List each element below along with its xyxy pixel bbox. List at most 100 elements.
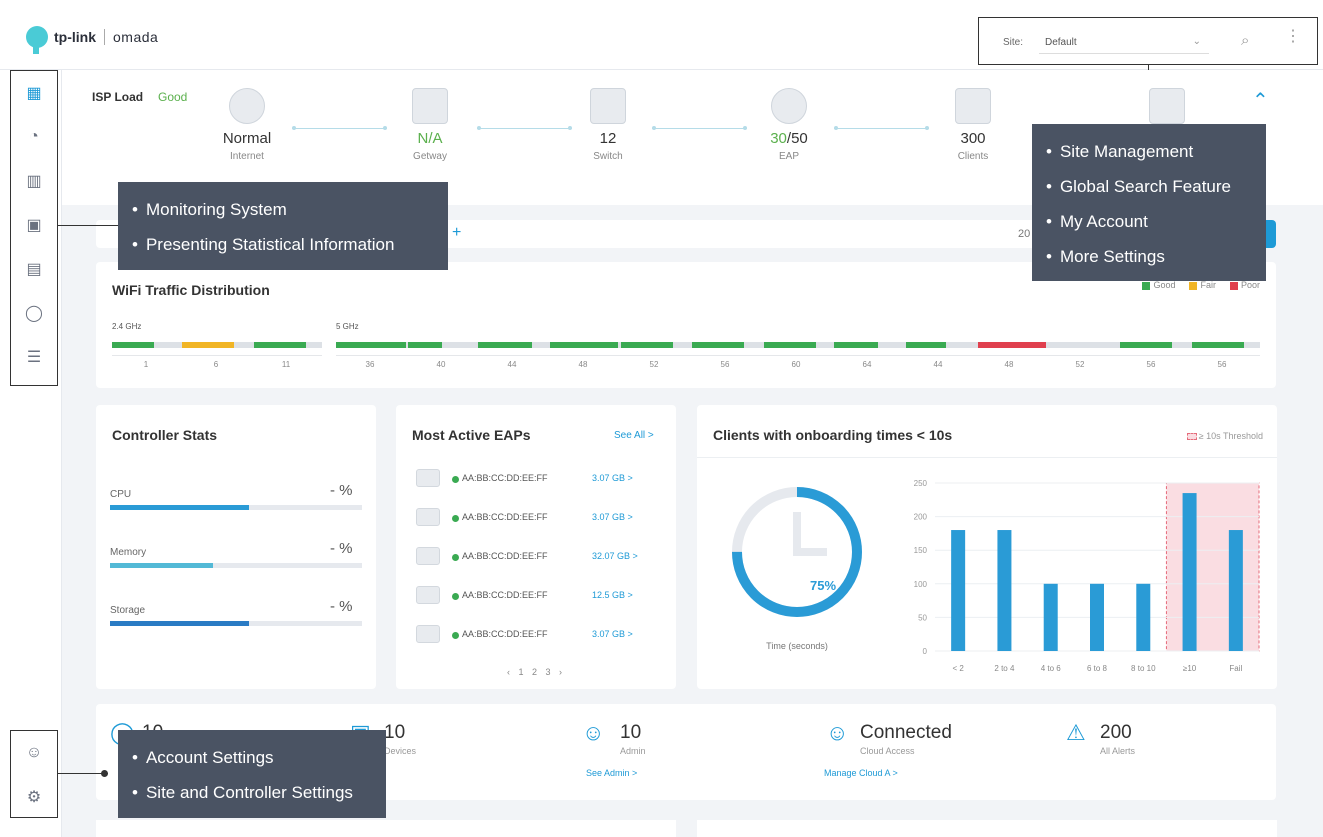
site-select[interactable]: Default ⌄ xyxy=(1039,30,1209,54)
alerts-node[interactable] xyxy=(1117,88,1217,124)
lower-card xyxy=(96,820,676,837)
summary-stat: Connected Cloud Access xyxy=(860,722,952,756)
online-status-dot xyxy=(452,593,459,600)
see-admin-link[interactable]: See Admin > xyxy=(586,768,638,778)
storage-value: - % xyxy=(330,598,353,615)
internet-caption: Internet xyxy=(230,151,264,162)
settings-icon[interactable]: ⚙ xyxy=(26,789,42,806)
site-label: Site: xyxy=(1003,37,1024,48)
callout-item: Monitoring System xyxy=(132,192,434,227)
see-all-link[interactable]: See All > xyxy=(614,430,654,441)
internet-node[interactable]: Normal Internet xyxy=(197,88,297,162)
search-icon[interactable]: ⌕ xyxy=(1241,32,1250,49)
channel-segment xyxy=(1120,342,1172,348)
channel-segment xyxy=(478,342,532,348)
channel-tick: 1 xyxy=(143,360,149,369)
dashboard-icon[interactable]: ▦ xyxy=(26,85,42,102)
donut-progress-arc xyxy=(732,487,862,617)
bar xyxy=(1228,530,1243,651)
channel-tick: 44 xyxy=(933,360,943,369)
y-tick-label: 200 xyxy=(914,513,928,522)
devices-icon[interactable]: ▣ xyxy=(26,217,42,234)
add-filter-icon[interactable]: + xyxy=(452,224,462,241)
bar xyxy=(1043,583,1058,651)
memory-label: Memory xyxy=(110,547,147,558)
y-tick-label: 50 xyxy=(918,613,927,622)
eap-row[interactable]: AA:BB:CC:DD:EE:FF 3.07 GB > xyxy=(416,623,660,649)
gateway-node[interactable]: N/A Getway xyxy=(380,88,480,162)
callout-connector xyxy=(58,773,108,774)
account-icon[interactable]: ☺ xyxy=(25,744,43,761)
tp-link-omada-logo[interactable]: tp-link omada xyxy=(26,26,159,54)
callout-connector xyxy=(58,225,118,226)
channel-segment xyxy=(906,342,946,348)
manage-cloud-link[interactable]: Manage Cloud A > xyxy=(824,768,898,778)
online-status-dot xyxy=(452,554,459,561)
memory-bar-fill xyxy=(110,563,214,568)
channel-tick: 40 xyxy=(436,360,446,369)
eap-node[interactable]: 30/50 EAP xyxy=(739,88,839,162)
eap-row[interactable]: AA:BB:CC:DD:EE:FF 32.07 GB > xyxy=(416,545,660,571)
channel-segment xyxy=(254,342,306,348)
logs-icon[interactable]: ☰ xyxy=(26,349,42,366)
summary-stat: 10 Devices xyxy=(384,722,416,756)
callout-item: Presenting Statistical Information xyxy=(132,227,434,262)
callout-account: Account Settings Site and Controller Set… xyxy=(118,730,386,818)
bar xyxy=(1090,583,1104,651)
eap-traffic[interactable]: 12.5 GB > xyxy=(592,590,633,600)
topology-link xyxy=(834,126,929,130)
eap-row[interactable]: AA:BB:CC:DD:EE:FF 12.5 GB > xyxy=(416,584,660,610)
summary-stat: 200 All Alerts xyxy=(1100,722,1135,756)
eap-row[interactable]: AA:BB:CC:DD:EE:FF 3.07 GB > xyxy=(416,506,660,532)
pagination[interactable]: ‹ 1 2 3 › xyxy=(506,667,565,677)
wifi-traffic-title: WiFi Traffic Distribution xyxy=(112,282,270,298)
gateway-status: N/A xyxy=(417,130,443,147)
statistics-icon[interactable]: ◔ xyxy=(29,128,39,145)
eap-traffic[interactable]: 3.07 GB > xyxy=(592,629,633,639)
memory-value: - % xyxy=(330,540,353,557)
topology-link xyxy=(652,126,747,130)
site-toolbar: Site: Default ⌄ ⌕ ⋮ xyxy=(978,17,1318,65)
channel-segment xyxy=(692,342,744,348)
badge-icon xyxy=(1149,88,1185,124)
band-24-track xyxy=(112,342,322,348)
eap-row[interactable]: AA:BB:CC:DD:EE:FF 3.07 GB > xyxy=(416,467,660,493)
x-tick-label: 8 to 10 xyxy=(1131,664,1156,673)
summary-caption: Devices xyxy=(384,746,417,756)
insights-icon[interactable]: ◯ xyxy=(25,305,43,322)
callout-monitoring: Monitoring System Presenting Statistical… xyxy=(118,182,448,270)
gateway-icon xyxy=(412,88,448,124)
logo-omada-text: omada xyxy=(113,29,159,45)
threshold-swatch xyxy=(1186,433,1197,441)
map-icon[interactable]: ▥ xyxy=(26,173,42,190)
access-point-icon xyxy=(416,625,440,643)
more-icon[interactable]: ⋮ xyxy=(1285,28,1301,45)
time-caption: Time (seconds) xyxy=(766,641,828,651)
clients-caption: Clients xyxy=(957,151,989,162)
eap-traffic[interactable]: 3.07 GB > xyxy=(592,473,633,483)
eap-traffic[interactable]: 3.07 GB > xyxy=(592,512,633,522)
clients-icon[interactable]: ▤ xyxy=(26,261,42,278)
channel-segment xyxy=(1192,342,1244,348)
band-5-label: 5 GHz xyxy=(336,322,359,331)
eap-traffic[interactable]: 32.07 GB > xyxy=(592,551,638,561)
online-status-dot xyxy=(452,632,459,639)
cloud-user-icon: ☺ xyxy=(826,720,849,745)
switch-count: 12 xyxy=(599,130,617,147)
collapse-chevron-icon[interactable]: ⌃ xyxy=(1252,90,1269,112)
chevron-down-icon: ⌄ xyxy=(1192,36,1201,47)
clients-node[interactable]: 300 Clients xyxy=(923,88,1023,162)
storage-bar xyxy=(110,621,362,626)
date-range-text[interactable]: 20 xyxy=(1018,228,1031,240)
summary-value: 10 xyxy=(384,722,406,743)
eap-mac: AA:BB:CC:DD:EE:FF xyxy=(462,473,548,483)
access-point-icon xyxy=(416,586,440,604)
channel-tick: 48 xyxy=(1004,360,1014,369)
wifi-traffic-panel: WiFi Traffic Distribution Good Fair Poor… xyxy=(96,262,1276,388)
client-onboarding-card: Clients with onboarding times < 10s ≥ 10… xyxy=(697,405,1277,689)
eap-caption: EAP xyxy=(778,151,799,162)
eap-mac: AA:BB:CC:DD:EE:FF xyxy=(462,551,548,561)
switch-icon xyxy=(590,88,626,124)
switch-node[interactable]: 12 Switch xyxy=(558,88,658,162)
access-point-icon xyxy=(416,508,440,526)
